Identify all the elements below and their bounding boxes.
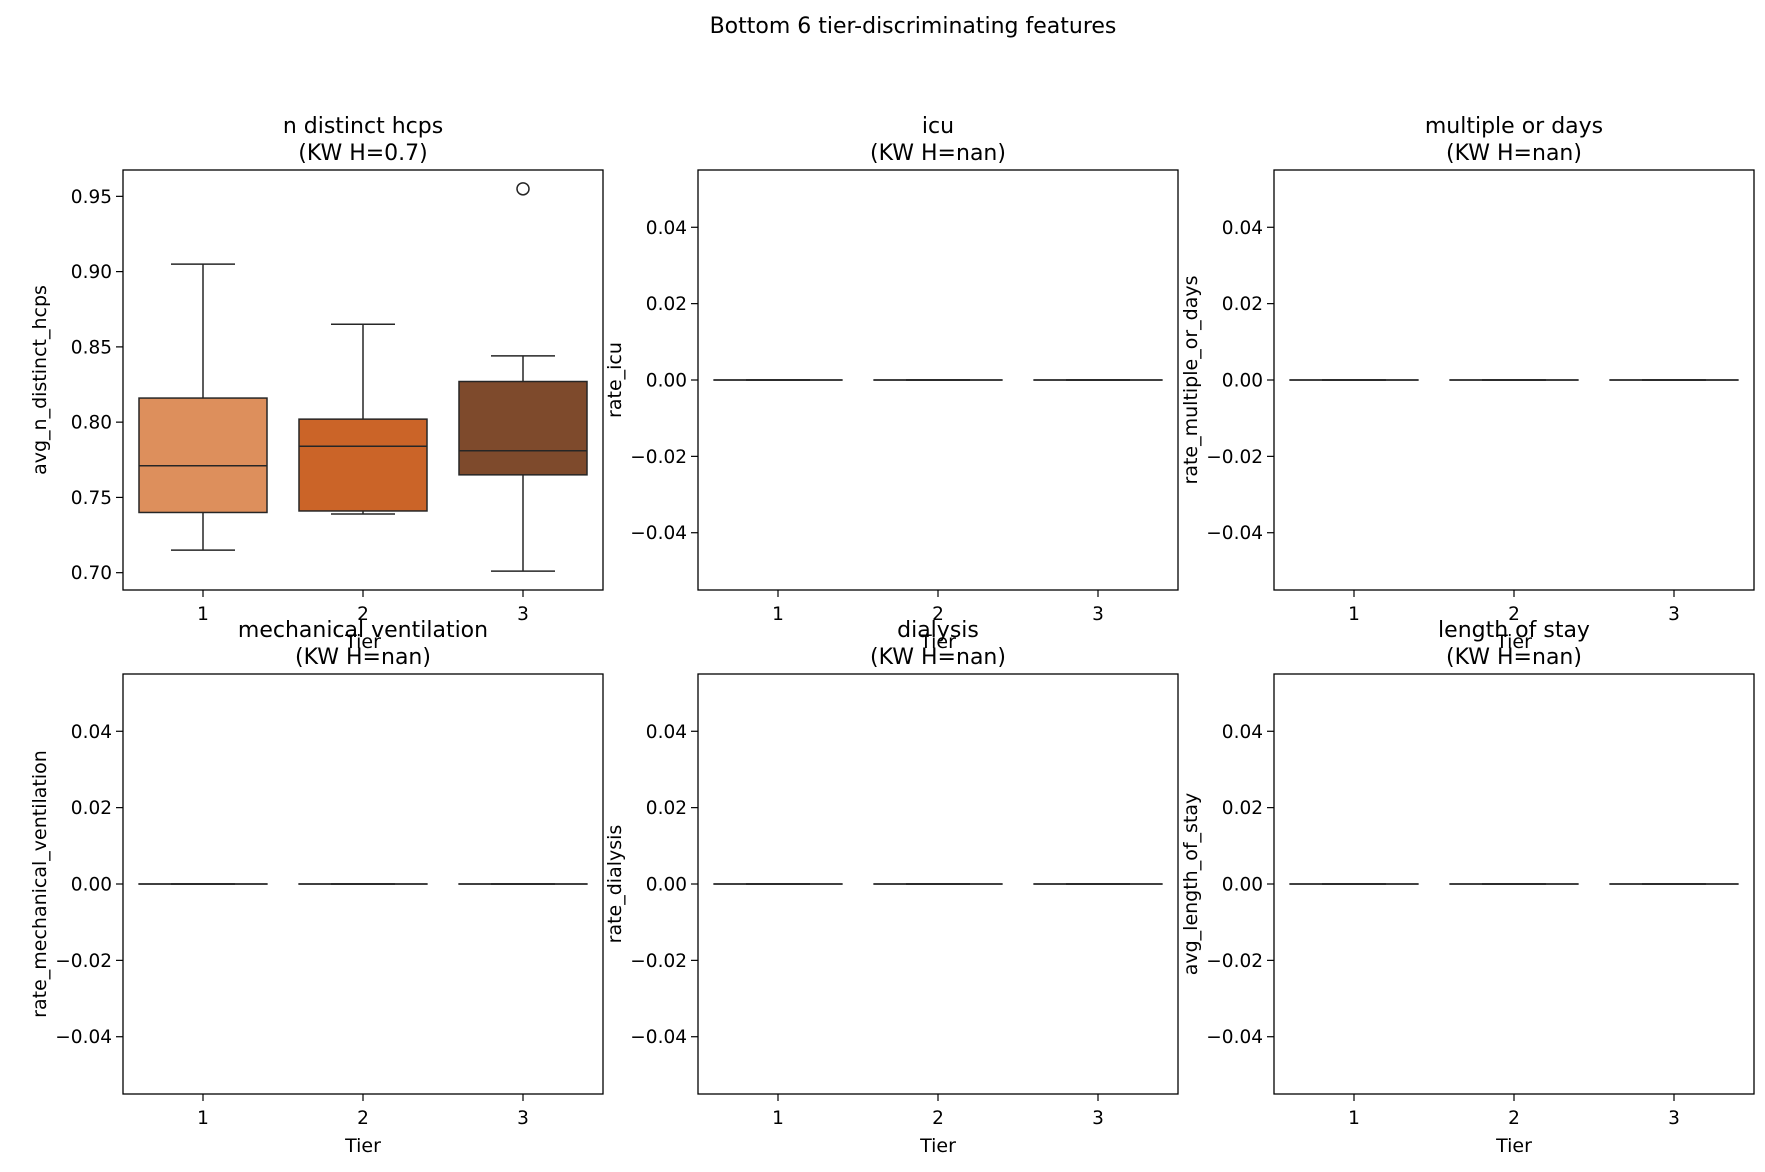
subplot-title: multiple or days	[1425, 114, 1603, 139]
y-tick-label: −0.04	[630, 523, 687, 544]
x-tick-label: 3	[1092, 1108, 1104, 1129]
x-axis-label: Tier	[1495, 631, 1532, 653]
x-axis-label: Tier	[919, 1135, 956, 1157]
y-axis-label: rate_multiple_or_days	[1180, 276, 1202, 485]
y-tick-label: −0.02	[55, 951, 112, 972]
y-tick-label: 0.04	[71, 722, 112, 743]
y-tick-label: −0.02	[1206, 447, 1263, 468]
y-tick-label: 0.04	[646, 218, 687, 239]
x-axis-label: Tier	[919, 631, 956, 653]
y-tick-label: 0.02	[1222, 294, 1263, 315]
x-tick-label: 3	[1668, 604, 1680, 625]
y-tick-label: 0.02	[71, 798, 112, 819]
x-tick-label: 1	[1348, 1108, 1360, 1129]
subplot-subtitle: (KW H=nan)	[870, 645, 1006, 670]
x-tick-label: 2	[1508, 1108, 1520, 1129]
y-axis-label: rate_dialysis	[604, 825, 626, 944]
y-tick-label: 0.80	[71, 413, 112, 434]
subplot-3: multiple or days(KW H=nan) −0.04 −0.02 0.00…	[1180, 114, 1755, 653]
x-tick-label: 1	[772, 604, 784, 625]
y-tick-label: 0.00	[1222, 371, 1263, 392]
y-tick-label: −0.04	[1206, 523, 1263, 544]
y-tick-label: −0.02	[1206, 951, 1263, 972]
x-tick-label: 2	[932, 1108, 944, 1129]
axes-frame	[1273, 169, 1755, 591]
axes-frame	[697, 169, 1179, 591]
x-axis-label: Tier	[344, 1135, 381, 1157]
x-tick-label: 2	[1508, 604, 1520, 625]
box-tier-2	[298, 323, 428, 515]
subplot-subtitle: (KW H=nan)	[295, 645, 431, 670]
x-tick-label: 2	[357, 604, 369, 625]
y-tick-label: 0.04	[1222, 218, 1263, 239]
box-body	[138, 397, 268, 514]
box-tier-3	[458, 182, 588, 572]
y-tick-label: 0.04	[646, 722, 687, 743]
x-tick-label: 3	[1668, 1108, 1680, 1129]
x-tick-label: 3	[517, 604, 529, 625]
x-tick-label: 1	[197, 604, 209, 625]
subplot-2: icu(KW H=nan) −0.04 −0.02 0.00 0.02 0.04 1 2 3 Ti…	[604, 114, 1179, 653]
y-tick-label: 0.02	[1222, 798, 1263, 819]
subplot-title: mechanical ventilation	[238, 618, 488, 643]
box-body	[298, 418, 428, 512]
x-tick-label: 1	[772, 1108, 784, 1129]
y-tick-label: −0.04	[55, 1027, 112, 1048]
subplot-6: length of stay(KW H=nan) −0.04 −0.02 0.00 0.…	[1180, 618, 1755, 1157]
box-body	[458, 380, 588, 476]
x-tick-label: 3	[1092, 604, 1104, 625]
y-tick-label: −0.04	[1206, 1027, 1263, 1048]
y-tick-label: 0.02	[646, 798, 687, 819]
subplot-grid: n distinct hcps(KW H=0.7) 0.70 0.75 0.80 0.8…	[29, 114, 1755, 1157]
y-tick-label: 0.00	[1222, 875, 1263, 896]
subplot-title: dialysis	[897, 618, 979, 643]
subplot-5: dialysis(KW H=nan) −0.04 −0.02 0.00 0.02 0.04…	[604, 618, 1179, 1157]
x-tick-label: 1	[1348, 604, 1360, 625]
y-axis-label: rate_mechanical_ventilation	[29, 750, 51, 1018]
subplot-title: length of stay	[1438, 618, 1590, 643]
y-tick-label: −0.02	[630, 951, 687, 972]
axes-frame	[122, 169, 604, 591]
subplot-subtitle: (KW H=nan)	[1446, 141, 1582, 166]
y-tick-label: 0.75	[71, 488, 112, 509]
subplot-4: mechanical ventilation(KW H=nan) −0.04 −0.…	[29, 618, 604, 1157]
y-tick-label: 0.95	[71, 187, 112, 208]
subplot-1: n distinct hcps(KW H=0.7) 0.70 0.75 0.80 0.8…	[29, 114, 604, 653]
axes-frame	[697, 673, 1179, 1095]
subplot-subtitle: (KW H=0.7)	[298, 141, 428, 166]
axes-frame	[1273, 673, 1755, 1095]
y-axis-label: avg_length_of_stay	[1180, 793, 1202, 976]
x-tick-label: 3	[517, 1108, 529, 1129]
y-tick-label: 0.02	[646, 294, 687, 315]
x-tick-label: 2	[357, 1108, 369, 1129]
x-tick-label: 2	[932, 604, 944, 625]
x-axis-label: Tier	[1495, 1135, 1532, 1157]
x-axis-label: Tier	[344, 631, 381, 653]
y-axis-label: rate_icu	[604, 342, 626, 418]
y-axis-label: avg_n_distinct_hcps	[29, 285, 51, 475]
outlier-point	[516, 182, 530, 196]
y-tick-label: 0.00	[71, 875, 112, 896]
y-tick-label: 0.90	[71, 262, 112, 283]
axes-frame	[122, 673, 604, 1095]
y-tick-label: 0.04	[1222, 722, 1263, 743]
y-tick-label: 0.00	[646, 875, 687, 896]
subplot-title: icu	[922, 114, 954, 139]
y-tick-label: −0.04	[630, 1027, 687, 1048]
y-tick-label: 0.00	[646, 371, 687, 392]
y-tick-label: 0.85	[71, 337, 112, 358]
y-tick-label: 0.70	[71, 563, 112, 584]
subplot-title: n distinct hcps	[283, 114, 443, 139]
box-tier-1	[138, 263, 268, 551]
figure-title: Bottom 6 tier-discriminating features	[710, 14, 1117, 39]
subplot-subtitle: (KW H=nan)	[870, 141, 1006, 166]
y-tick-label: −0.02	[630, 447, 687, 468]
x-tick-label: 1	[197, 1108, 209, 1129]
subplot-subtitle: (KW H=nan)	[1446, 645, 1582, 670]
